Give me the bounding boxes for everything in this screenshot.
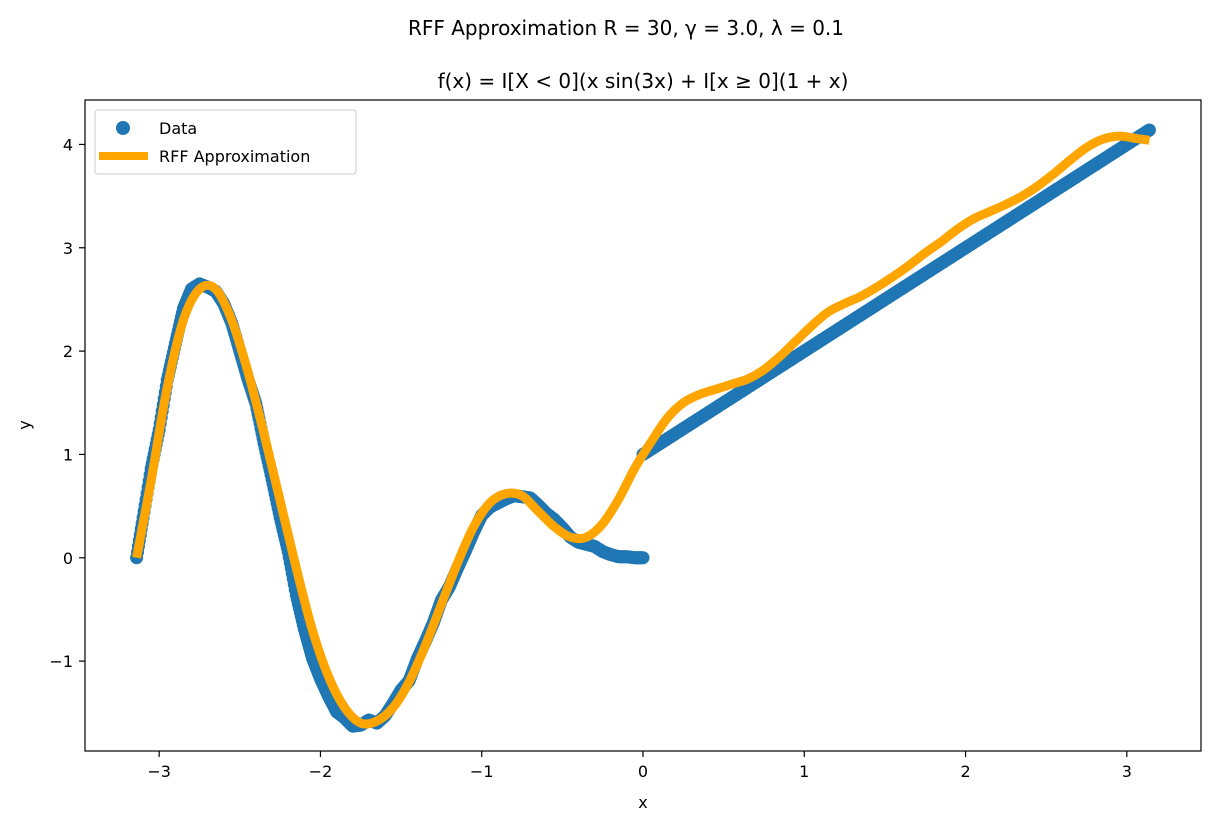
x-axis-label: x [638,793,647,812]
y-tick-label: 4 [63,135,73,154]
data-point [1142,123,1156,137]
x-tick-label: 0 [638,762,648,781]
y-tick-label: 3 [63,239,73,258]
legend-label-data: Data [159,119,197,138]
x-tick-label: 3 [1122,762,1132,781]
x-tick-label: 2 [960,762,970,781]
axes-title: f(x) = I[X < 0](x sin(3x) + I[x ≥ 0](1 +… [438,69,849,93]
legend-box [94,109,357,175]
x-tick-label: −1 [470,762,494,781]
x-axis-ticks: −3 −2 −1 0 1 2 3 [147,751,1132,781]
y-tick-label: 2 [63,342,73,361]
legend-data-marker [116,121,130,135]
figure-suptitle: RFF Approximation R = 30, γ = 3.0, λ = 0… [408,16,844,40]
plot-layer [130,123,1156,733]
y-axis-ticks: −1 0 1 2 3 4 [49,135,85,671]
x-tick-label: 1 [799,762,809,781]
legend-label-rff: RFF Approximation [159,147,310,166]
y-axis-label: y [15,420,34,429]
y-tick-label: 0 [63,549,73,568]
y-tick-label: 1 [63,445,73,464]
x-tick-label: −3 [147,762,171,781]
legend: Data RFF Approximation [94,109,357,175]
rff-approximation-line [132,131,1151,729]
y-tick-label: −1 [49,652,73,671]
x-tick-label: −2 [309,762,333,781]
data-point [636,551,650,565]
